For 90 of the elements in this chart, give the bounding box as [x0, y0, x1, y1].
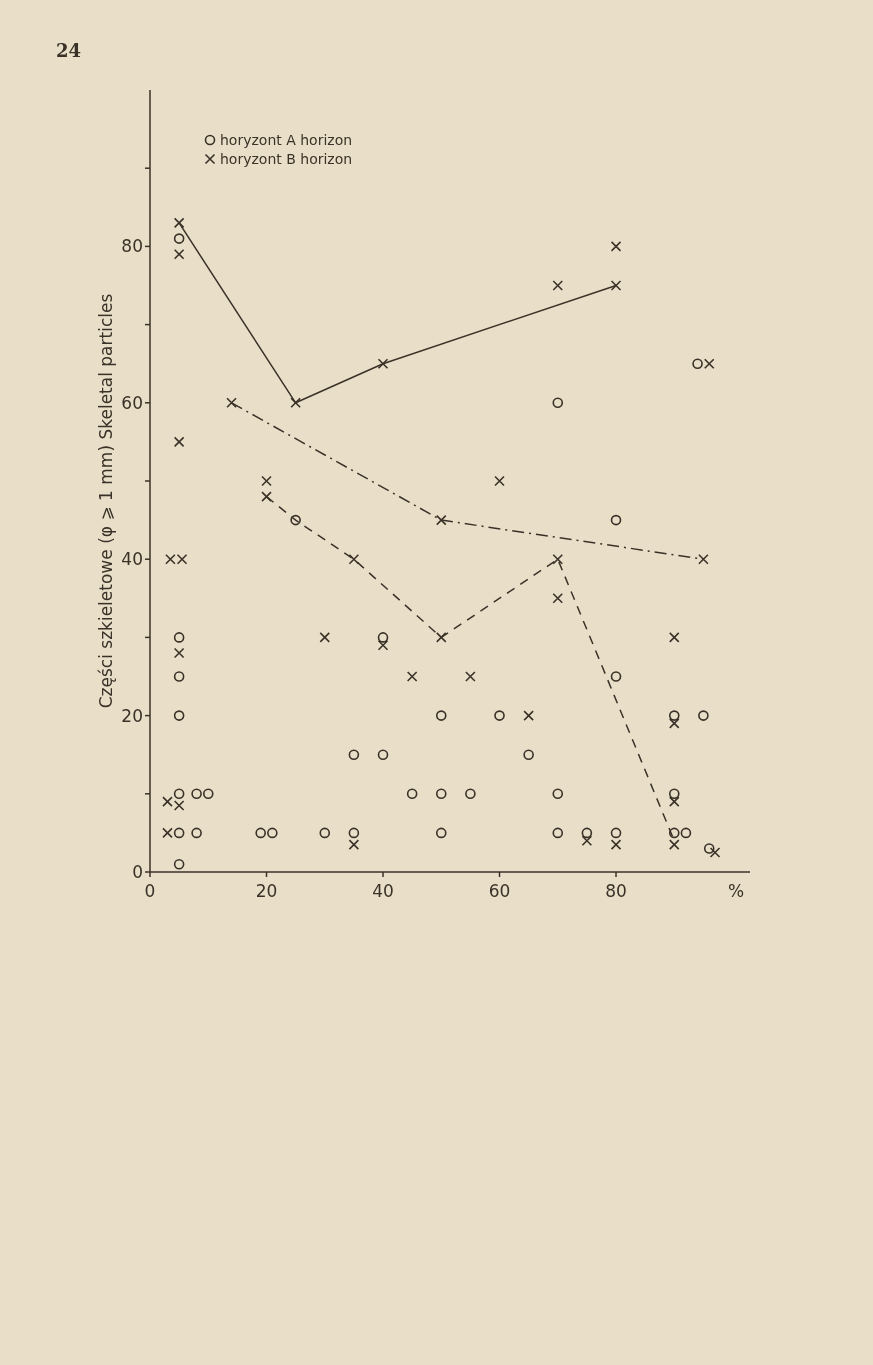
y-axis-title: Części szkieletowe (φ ⩾ 1 mm) Skeletal particles	[96, 293, 116, 709]
point	[703, 843, 715, 854]
x-tick-label: 60	[488, 881, 511, 901]
point	[610, 280, 622, 291]
point	[348, 553, 360, 565]
point	[610, 671, 622, 682]
point	[581, 835, 593, 847]
point	[319, 632, 331, 643]
point	[692, 358, 703, 369]
y-tick-label: 40	[121, 549, 143, 570]
x-tick-label: 20	[255, 881, 278, 901]
point	[698, 553, 709, 565]
x-tick-label: 0	[144, 881, 156, 901]
point	[173, 647, 185, 659]
point	[435, 632, 447, 643]
point	[191, 788, 202, 800]
point	[173, 233, 185, 244]
point	[319, 827, 331, 839]
point	[465, 788, 476, 800]
point	[552, 553, 564, 565]
point	[162, 796, 173, 807]
point	[494, 710, 505, 721]
point	[610, 241, 622, 252]
point	[377, 749, 389, 760]
point	[226, 397, 237, 409]
y-tick-label: 20	[121, 705, 143, 726]
point	[581, 827, 593, 839]
point	[406, 788, 418, 800]
y-tick-label: 60	[121, 392, 143, 413]
point	[668, 788, 680, 800]
point	[290, 514, 301, 526]
point	[435, 710, 447, 721]
point	[610, 839, 622, 850]
x-tick-label: 40	[372, 881, 394, 901]
point	[435, 514, 447, 526]
point	[173, 632, 185, 643]
point	[494, 475, 505, 487]
point	[668, 827, 680, 839]
point	[435, 788, 447, 800]
point	[552, 397, 564, 409]
point	[668, 710, 680, 721]
point	[377, 632, 389, 643]
point	[173, 800, 185, 811]
point	[406, 671, 418, 682]
point	[377, 358, 389, 369]
point	[348, 827, 360, 839]
point	[523, 710, 534, 721]
point	[173, 858, 185, 870]
y-tick-label: 0	[132, 862, 143, 882]
point	[703, 358, 715, 369]
point	[255, 827, 266, 839]
point	[261, 491, 272, 502]
point	[668, 632, 680, 643]
point	[552, 788, 564, 800]
point	[709, 847, 721, 858]
point	[552, 827, 564, 839]
text: 24	[56, 40, 82, 61]
point	[435, 827, 447, 839]
point	[348, 749, 360, 760]
point	[348, 839, 360, 850]
point	[523, 749, 534, 760]
point	[377, 639, 389, 651]
point	[668, 718, 680, 729]
point	[173, 710, 185, 721]
legend-label: horyzont B horizon	[220, 151, 353, 167]
x-axis-title: %	[727, 881, 745, 901]
point	[668, 796, 680, 807]
legend-label: horyzont A horizon	[220, 132, 353, 148]
y-tick-label: 80	[121, 236, 143, 257]
point	[173, 217, 185, 229]
point	[191, 827, 202, 839]
point	[610, 514, 622, 526]
point	[552, 280, 564, 291]
point	[202, 788, 214, 800]
point	[173, 788, 185, 800]
point	[290, 397, 301, 409]
point	[173, 248, 185, 260]
point	[552, 593, 564, 604]
point	[173, 671, 185, 682]
point	[267, 827, 278, 839]
point	[261, 475, 272, 487]
point	[668, 839, 680, 850]
point	[162, 827, 173, 839]
point	[698, 710, 709, 721]
point	[465, 671, 476, 682]
point	[680, 827, 692, 839]
point	[173, 827, 185, 839]
x-tick-label: 80	[605, 881, 627, 901]
point	[610, 827, 622, 839]
point	[173, 436, 185, 448]
